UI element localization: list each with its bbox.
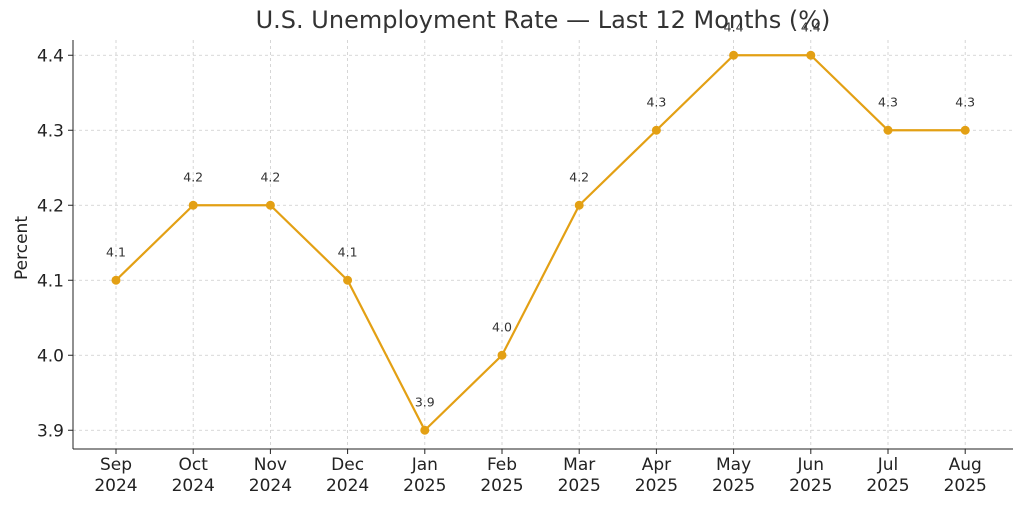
data-label: 4.0 [492, 319, 512, 334]
x-tick-label-month: May [716, 455, 751, 475]
data-point [420, 425, 430, 435]
x-tick-label-month: Aug [949, 455, 982, 475]
y-tick-label: 4.1 [37, 271, 64, 291]
data-point [497, 350, 507, 360]
data-label: 4.2 [260, 169, 280, 184]
data-point [265, 200, 275, 210]
x-tick-label-month: Nov [254, 455, 287, 475]
data-point [729, 50, 739, 60]
data-label: 4.4 [724, 19, 744, 34]
data-label: 4.3 [878, 94, 898, 109]
x-tick-label-year: 2025 [635, 476, 678, 496]
y-tick-label: 3.9 [37, 421, 64, 441]
data-point [111, 275, 121, 285]
x-tick-label-year: 2025 [944, 476, 987, 496]
y-tick-label: 4.4 [37, 46, 64, 66]
data-label: 4.2 [569, 169, 589, 184]
data-point [806, 50, 816, 60]
y-tick-label: 4.0 [37, 346, 64, 366]
x-tick-label-month: Jul [877, 455, 899, 475]
data-point [343, 275, 353, 285]
x-tick-label-month: Jun [797, 455, 825, 475]
x-tick-label-year: 2024 [172, 476, 215, 496]
data-label: 4.4 [801, 19, 821, 34]
x-tick-label-year: 2025 [558, 476, 601, 496]
data-label: 4.2 [183, 169, 203, 184]
y-axis-title: Percent [12, 216, 32, 280]
x-tick-label-year: 2025 [712, 476, 755, 496]
y-tick-label: 4.2 [37, 196, 64, 216]
chart-title: U.S. Unemployment Rate — Last 12 Months … [255, 6, 831, 34]
x-tick-label-year: 2025 [866, 476, 909, 496]
y-tick-label: 4.3 [37, 121, 64, 141]
x-tick-label-month: Sep [100, 455, 132, 475]
data-point [188, 200, 198, 210]
x-tick-label-year: 2024 [326, 476, 369, 496]
data-label: 4.3 [646, 94, 666, 109]
x-tick-label-year: 2025 [480, 476, 523, 496]
data-point [883, 125, 893, 135]
x-tick-label-month: Dec [331, 455, 364, 475]
x-tick-label-month: Mar [563, 455, 595, 475]
data-label: 4.1 [338, 244, 358, 259]
data-point [574, 200, 584, 210]
data-point [960, 125, 970, 135]
data-label: 4.3 [955, 94, 975, 109]
x-tick-label-month: Feb [487, 455, 517, 475]
x-tick-label-month: Apr [642, 455, 671, 475]
data-label: 3.9 [415, 394, 435, 409]
x-tick-label-year: 2025 [403, 476, 446, 496]
data-label: 4.1 [106, 244, 126, 259]
x-tick-label-month: Jan [411, 455, 438, 475]
x-tick-label-month: Oct [178, 455, 208, 475]
data-point [651, 125, 661, 135]
x-tick-label-year: 2024 [249, 476, 292, 496]
x-tick-label-year: 2024 [94, 476, 137, 496]
series-line [115, 54, 966, 432]
x-tick-label-year: 2025 [789, 476, 832, 496]
